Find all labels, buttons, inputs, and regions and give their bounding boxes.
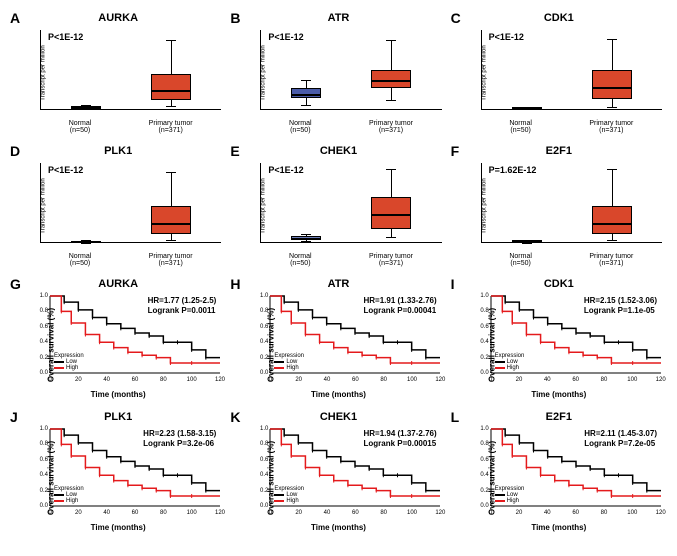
panel-label: H	[230, 276, 240, 292]
boxplot-panel-ATR: B ATR Transcript per million P<1E-12 Nor…	[230, 10, 446, 135]
gene-title: ATR	[328, 12, 350, 24]
plot-area	[260, 163, 441, 243]
boxplot-panel-E2F1: F E2F1 Transcript per million P=1.62E-12…	[451, 143, 667, 268]
survival-panel-AURKA: G AURKA Overall survival (%) Time (month…	[10, 276, 226, 401]
legend: Expression Low High	[54, 353, 84, 371]
gene-title: E2F1	[546, 145, 572, 157]
x-labels: Normal(n=50) Primary tumor(n=371)	[40, 253, 221, 268]
x-axis-label: Time (months)	[91, 390, 146, 399]
boxplot-panel-CDK1: C CDK1 Transcript per million P<1E-12 No…	[451, 10, 667, 135]
survival-panel-PLK1: J PLK1 Overall survival (%) Time (months…	[10, 409, 226, 534]
x-labels: Normal(n=50) Primary tumor(n=371)	[260, 253, 441, 268]
x-labels: Normal(n=50) Primary tumor(n=371)	[481, 253, 662, 268]
panel-label: J	[10, 409, 18, 425]
x-axis-label: Time (months)	[531, 390, 586, 399]
gene-title: CDK1	[544, 12, 574, 24]
plot-area	[260, 30, 441, 110]
boxplot-panel-PLK1: D PLK1 Transcript per million P<1E-12 No…	[10, 143, 226, 268]
x-labels: Normal(n=50) Primary tumor(n=371)	[40, 120, 221, 135]
plot-area	[40, 30, 221, 110]
gene-title: CDK1	[544, 278, 574, 290]
x-axis-label: Time (months)	[91, 523, 146, 532]
gene-title: CHEK1	[320, 411, 357, 423]
gene-title: PLK1	[104, 145, 132, 157]
x-labels: Normal(n=50) Primary tumor(n=371)	[260, 120, 441, 135]
gene-title: PLK1	[104, 411, 132, 423]
gene-title: AURKA	[98, 12, 138, 24]
panel-label: B	[230, 10, 240, 26]
panel-label: A	[10, 10, 20, 26]
x-axis-label: Time (months)	[311, 523, 366, 532]
plot-area	[481, 30, 662, 110]
survival-panel-E2F1: L E2F1 Overall survival (%) Time (months…	[451, 409, 667, 534]
survival-panel-CDK1: I CDK1 Overall survival (%) Time (months…	[451, 276, 667, 401]
gene-title: ATR	[328, 278, 350, 290]
panel-label: C	[451, 10, 461, 26]
legend: Expression Low High	[495, 353, 525, 371]
panel-label: G	[10, 276, 21, 292]
gene-title: AURKA	[98, 278, 138, 290]
x-axis-label: Time (months)	[311, 390, 366, 399]
x-axis-label: Time (months)	[531, 523, 586, 532]
boxplot-panel-CHEK1: E CHEK1 Transcript per million P<1E-12 N…	[230, 143, 446, 268]
legend: Expression Low High	[495, 486, 525, 504]
gene-title: CHEK1	[320, 145, 357, 157]
survival-panel-ATR: H ATR Overall survival (%) Time (months)…	[230, 276, 446, 401]
survival-panel-CHEK1: K CHEK1 Overall survival (%) Time (month…	[230, 409, 446, 534]
plot-area	[481, 163, 662, 243]
boxplot-panel-AURKA: A AURKA Transcript per million P<1E-12 N…	[10, 10, 226, 135]
legend: Expression Low High	[274, 353, 304, 371]
panel-label: F	[451, 143, 460, 159]
plot-area	[40, 163, 221, 243]
gene-title: E2F1	[546, 411, 572, 423]
panel-label: E	[230, 143, 239, 159]
x-labels: Normal(n=50) Primary tumor(n=371)	[481, 120, 662, 135]
legend: Expression Low High	[274, 486, 304, 504]
panel-label: I	[451, 276, 455, 292]
panel-label: K	[230, 409, 240, 425]
panel-label: D	[10, 143, 20, 159]
panel-label: L	[451, 409, 460, 425]
legend: Expression Low High	[54, 486, 84, 504]
